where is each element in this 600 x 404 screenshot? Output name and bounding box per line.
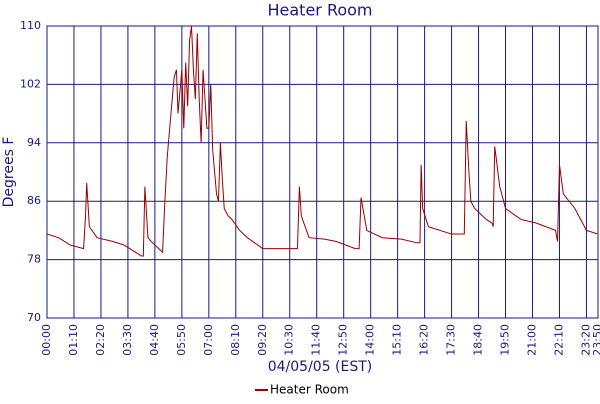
x-tick-label: 01:10 [67, 324, 80, 356]
x-tick-label: 05:50 [175, 324, 188, 356]
y-tick-label: 86 [27, 194, 41, 207]
x-tick-label: 22:10 [552, 324, 565, 356]
x-tick-label: 12:50 [337, 324, 350, 356]
x-tick-label: 09:20 [256, 324, 269, 356]
x-tick-label: 11:40 [310, 324, 323, 356]
y-tick-label: 102 [20, 77, 41, 90]
x-tick-label: 18:40 [472, 324, 485, 356]
plot-area [46, 25, 599, 319]
x-tick-label: 17:30 [445, 324, 458, 356]
x-tick-label: 15:10 [391, 324, 404, 356]
x-axis-label: 04/05/05 (EST) [268, 359, 373, 375]
x-tick-label: 23:20 [579, 324, 592, 356]
x-tick-label: 14:00 [364, 324, 377, 356]
x-tick-label: 19:50 [499, 324, 512, 356]
x-tick-label: 00:00 [40, 324, 53, 356]
y-tick-label: 110 [20, 19, 41, 32]
legend-label: Heater Room [270, 383, 349, 397]
chart-title: Heater Room [267, 1, 372, 20]
x-tick-label: 16:20 [418, 324, 431, 356]
x-tick-label: 03:30 [121, 324, 134, 356]
x-tick-label: 02:20 [94, 324, 107, 356]
x-tick-label: 04:40 [148, 324, 161, 356]
x-tick-label: 10:30 [283, 324, 296, 356]
line-series [46, 25, 599, 257]
y-tick-label: 70 [27, 311, 41, 324]
x-tick-label: 07:00 [202, 324, 215, 356]
x-tick-label: 21:00 [525, 324, 538, 356]
y-axis-label: Degrees F [1, 137, 17, 208]
x-tick-label: 08:10 [229, 324, 242, 356]
y-tick-label: 78 [27, 253, 41, 266]
y-tick-label: 94 [27, 136, 41, 149]
x-tick-label: 23:50 [591, 324, 600, 356]
